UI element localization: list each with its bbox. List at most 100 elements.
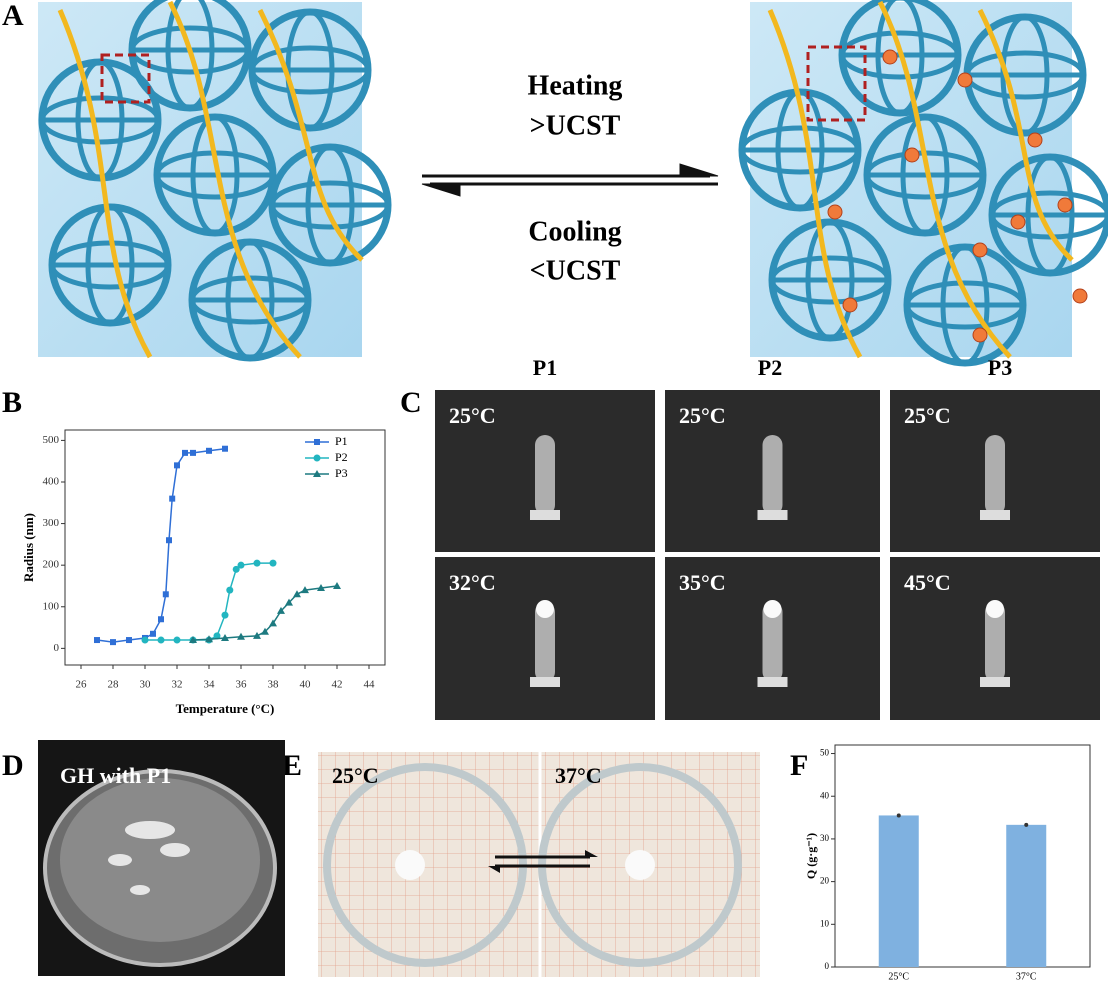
marker xyxy=(237,632,245,640)
x-tick-label: 38 xyxy=(268,679,280,691)
dish-photo xyxy=(38,740,285,976)
marker xyxy=(166,537,172,544)
column-label: P2 xyxy=(758,355,782,380)
x-tick-label: 44 xyxy=(364,679,376,691)
vial-cap xyxy=(757,510,788,520)
marker xyxy=(237,561,245,569)
temperature-label: 35°C xyxy=(679,570,726,595)
marker xyxy=(333,581,341,589)
x-tick-label: 34 xyxy=(204,679,216,691)
marker xyxy=(277,606,285,614)
marker xyxy=(261,627,269,635)
marker xyxy=(253,559,261,567)
marker xyxy=(221,611,229,619)
error-cap xyxy=(896,813,901,818)
marker xyxy=(141,636,149,644)
x-tick-label: 25°C xyxy=(888,971,909,982)
vial-top xyxy=(986,600,1004,618)
panel-label: B xyxy=(2,386,22,419)
marker xyxy=(189,636,197,644)
vial-top xyxy=(536,600,554,618)
vial-top xyxy=(763,600,782,618)
heating: Heating xyxy=(528,70,623,101)
panel-label: C xyxy=(400,386,422,419)
vial xyxy=(985,602,1005,682)
vial xyxy=(535,435,555,515)
swelling-chart: 0 10 20 30 40 50 Q (g·g⁻¹) 25°C 37°C xyxy=(804,744,1091,982)
marker xyxy=(150,630,156,637)
temperature-label: 45°C xyxy=(904,570,951,595)
marker xyxy=(301,586,309,594)
marker xyxy=(313,454,321,462)
dish-label: GH with P1 xyxy=(60,763,171,788)
marker xyxy=(269,619,277,627)
swelling-photo xyxy=(318,752,760,977)
marker xyxy=(269,559,277,567)
marker xyxy=(169,495,176,502)
marker xyxy=(222,445,228,452)
marker xyxy=(157,636,165,644)
vial xyxy=(762,602,783,682)
y-tick-label: 400 xyxy=(43,476,60,488)
marker xyxy=(285,598,293,606)
vial-cap xyxy=(530,677,560,687)
legend-label: P2 xyxy=(335,450,348,464)
column-label: P3 xyxy=(988,355,1012,380)
y-tick-label: 100 xyxy=(43,600,60,612)
swelling-left-label: 25°C xyxy=(332,763,379,788)
marker xyxy=(221,633,229,641)
error-cap xyxy=(1024,822,1029,827)
schematic-right xyxy=(742,0,1108,363)
marker xyxy=(174,462,180,469)
marker xyxy=(205,635,213,643)
series-line xyxy=(96,447,226,643)
y-tick-label: 300 xyxy=(43,517,60,529)
x-tick-label: 26 xyxy=(76,679,88,691)
y-tick-label: 30 xyxy=(820,833,830,843)
marker xyxy=(126,637,132,644)
temperature-label: 25°C xyxy=(904,403,951,428)
plot-frame xyxy=(64,429,386,666)
equilibrium-arrows xyxy=(421,163,719,197)
marker xyxy=(314,439,320,445)
marker xyxy=(253,631,261,639)
vial-photos: 25°C 32°C 25°C 35°C 25°C 45°C xyxy=(435,390,1100,720)
marker xyxy=(206,447,212,454)
y-tick-label: 10 xyxy=(820,918,830,928)
marker xyxy=(213,632,221,640)
plot-frame xyxy=(834,744,1091,968)
y-tick-label: 20 xyxy=(820,876,830,886)
y-tick-label: 50 xyxy=(820,748,830,758)
legend-label: P1 xyxy=(335,434,348,448)
x-tick-label: 37°C xyxy=(1016,971,1037,982)
vial xyxy=(762,435,783,515)
x-tick-label: 40 xyxy=(300,679,312,691)
temperature-label: 25°C xyxy=(449,403,496,428)
marker xyxy=(173,636,181,644)
marker xyxy=(317,584,325,592)
radius-chart: 26 28 30 32 34 36 38 40 42 44 0 100 200 300 400 500 Temp… xyxy=(21,429,386,716)
vial xyxy=(535,602,555,682)
x-tick-label: 36 xyxy=(236,679,248,691)
x-tick-label: 32 xyxy=(172,679,183,691)
marker xyxy=(293,590,301,598)
y-tick-label: 0 xyxy=(54,642,60,654)
marker xyxy=(232,565,240,573)
marker xyxy=(190,449,196,456)
y-tick-label: 0 xyxy=(825,961,830,971)
panel-label: E xyxy=(282,749,302,782)
bar xyxy=(878,815,919,967)
y-tick-label: 200 xyxy=(43,559,60,571)
above-ucst: >UCST xyxy=(530,110,621,141)
bar xyxy=(1006,824,1047,967)
x-axis-label: Temperature (°C) xyxy=(176,701,275,716)
legend-label: P3 xyxy=(335,466,348,480)
schematic-left xyxy=(38,0,388,358)
panel-label: D xyxy=(2,749,24,782)
marker xyxy=(226,586,234,594)
marker xyxy=(94,637,100,644)
panel-label: A xyxy=(2,0,24,32)
x-tick-label: 30 xyxy=(140,679,152,691)
y-axis-label: Q (g·g⁻¹) xyxy=(804,833,818,879)
